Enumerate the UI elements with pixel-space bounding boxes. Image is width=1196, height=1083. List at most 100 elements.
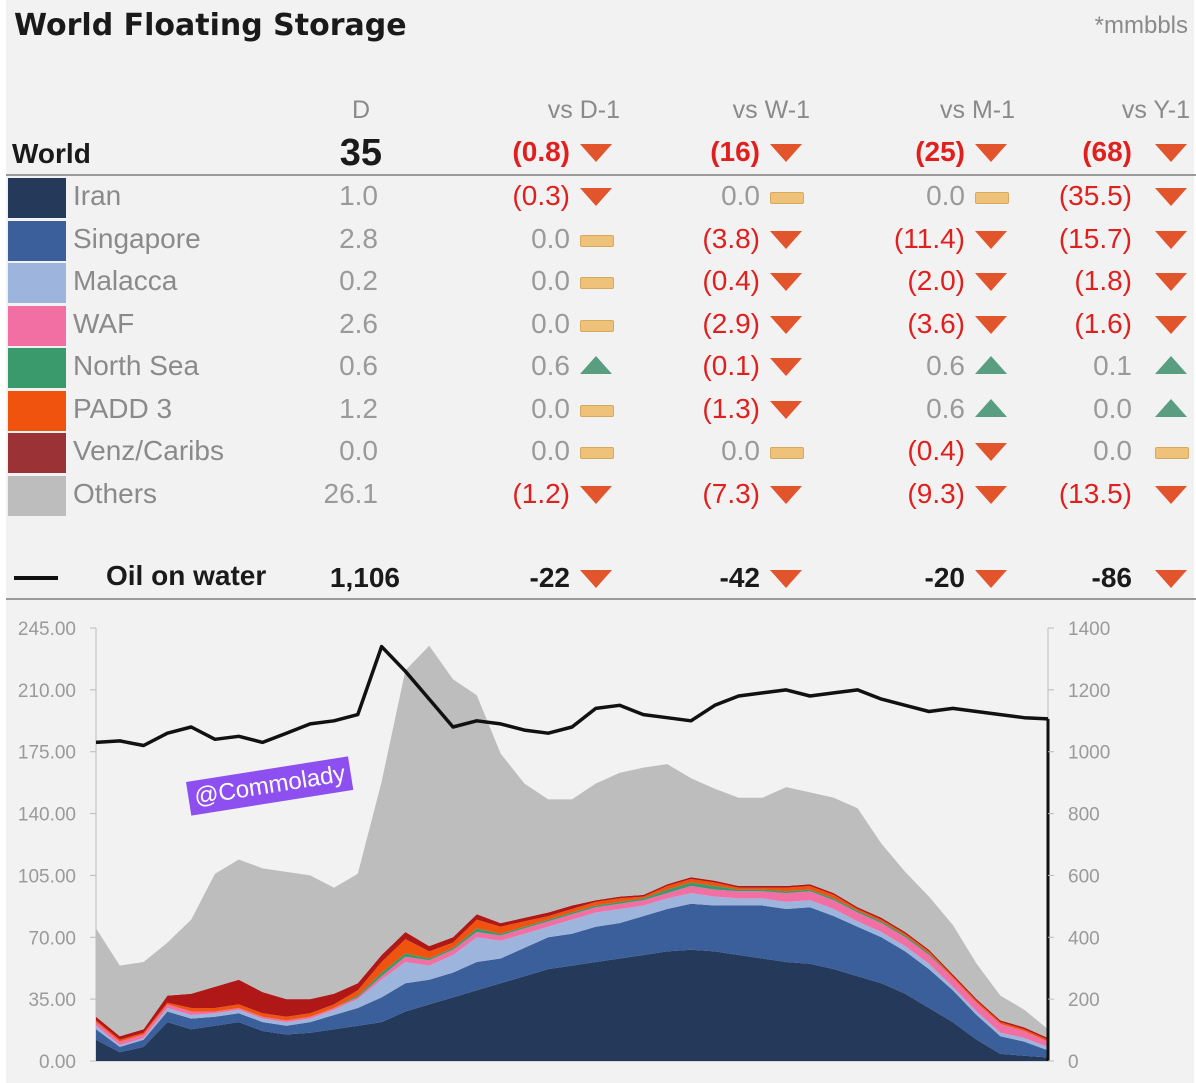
area-series-malacca: [96, 893, 1048, 1051]
region-change-3: (0.4): [907, 435, 965, 466]
legend-swatch: [8, 220, 66, 261]
flat-bar-icon: [580, 312, 614, 338]
region-daily-value: 2.6: [339, 307, 378, 339]
region-change-3: (11.4): [893, 222, 965, 254]
down-arrow-icon: [770, 482, 804, 508]
down-arrow-icon: [975, 312, 1009, 338]
down-arrow-icon: [770, 140, 804, 166]
region-change-1: 0.0: [531, 435, 570, 466]
down-arrow-icon: [580, 482, 614, 508]
unit-note: *mmbbls: [1094, 12, 1188, 39]
region-label: Iran: [73, 180, 122, 211]
world-change-4: (68): [1082, 136, 1132, 167]
region-change-2: (0.1): [702, 350, 760, 381]
region-change-4: (13.5): [1058, 477, 1132, 509]
region-change-4: (1.6): [1074, 307, 1132, 339]
column-header-d: D: [351, 96, 370, 124]
region-label: PADD 3: [73, 392, 173, 424]
flat-bar-icon: [580, 269, 614, 295]
y2-tick-label: 1000: [1068, 743, 1110, 764]
down-arrow-icon: [580, 140, 614, 166]
y-tick-label: 210.00: [18, 681, 76, 702]
down-arrow-icon: [580, 566, 614, 592]
floating-storage-chart: 0.00 35.00 70.00 105.00 140.00 175.00 210.00 24…: [18, 619, 1110, 1073]
region-change-3: (2.0): [907, 265, 965, 296]
flat-bar-icon: [1155, 439, 1189, 465]
down-arrow-icon: [975, 269, 1009, 295]
legend-swatch: [8, 263, 66, 303]
y2-tick-label: 1200: [1068, 681, 1110, 702]
region-change-2: 0.0: [721, 180, 760, 211]
down-arrow-icon: [1155, 269, 1189, 295]
oil-on-water-change-1: -22: [529, 562, 570, 593]
legend-swatch: [8, 178, 66, 218]
y-tick-label: 245.00: [18, 619, 76, 640]
region-label: Venz/Caribs: [73, 435, 224, 466]
down-arrow-icon: [1155, 140, 1189, 166]
up-arrow-icon: [580, 354, 614, 380]
area-series-others: [96, 645, 1048, 1038]
down-arrow-icon: [770, 566, 804, 592]
region-change-4: 0.0: [1093, 392, 1132, 424]
area-series-iran: [96, 949, 1048, 1061]
y-tick-label: 35.00: [28, 990, 76, 1011]
down-arrow-icon: [580, 184, 614, 210]
region-label: Others: [73, 477, 158, 509]
down-arrow-icon: [770, 269, 804, 295]
region-change-1: 0.0: [531, 222, 570, 254]
oil-on-water-change-4: -86: [1091, 562, 1132, 593]
world-change-3: (25): [915, 136, 965, 167]
column-header-vs-d-1: vs D-1: [547, 96, 620, 124]
down-arrow-icon: [975, 482, 1009, 508]
region-daily-value: 1.0: [339, 180, 378, 211]
column-header-vs-y-1: vs Y-1: [1121, 96, 1190, 124]
y2-tick-label: 200: [1068, 990, 1100, 1011]
region-change-2: (1.3): [702, 392, 760, 424]
down-arrow-icon: [770, 227, 804, 253]
region-change-3: (9.3): [907, 477, 965, 509]
up-arrow-icon: [1155, 397, 1189, 423]
column-header-vs-m-1: vs M-1: [940, 96, 1015, 124]
flat-bar-icon: [975, 184, 1009, 210]
down-arrow-icon: [1155, 566, 1189, 592]
region-change-1: 0.0: [531, 265, 570, 296]
down-arrow-icon: [770, 397, 804, 423]
region-daily-value: 0.2: [339, 265, 378, 296]
region-change-3: (3.6): [907, 307, 965, 339]
area-series-waf: [96, 886, 1048, 1047]
region-change-4: (1.8): [1074, 265, 1132, 296]
y-tick-label: 0.00: [39, 1052, 76, 1073]
y-tick-label: 140.00: [18, 805, 76, 826]
y2-tick-label: 400: [1068, 928, 1100, 949]
region-change-4: 0.0: [1093, 435, 1132, 466]
y-tick-label: 175.00: [18, 743, 76, 764]
region-label: North Sea: [73, 350, 200, 381]
region-daily-value: 2.8: [339, 222, 378, 254]
y2-tick-label: 1400: [1068, 619, 1110, 640]
legend-swatch: [8, 390, 66, 431]
legend-swatch: [8, 433, 66, 473]
legend-swatch: [8, 475, 66, 516]
world-change-2: (16): [710, 136, 760, 167]
region-daily-value: 26.1: [323, 477, 379, 509]
down-arrow-icon: [1155, 227, 1189, 253]
region-change-2: (7.3): [702, 477, 760, 509]
column-header-vs-w-1: vs W-1: [732, 96, 810, 124]
area-series-venz-caribs: [96, 877, 1048, 1040]
down-arrow-icon: [975, 227, 1009, 253]
region-label: WAF: [73, 307, 135, 339]
region-label: Malacca: [73, 265, 178, 296]
world-label: World: [12, 138, 91, 169]
down-arrow-icon: [1155, 312, 1189, 338]
flat-bar-icon: [770, 184, 804, 210]
area-series-singapore: [96, 903, 1048, 1058]
region-change-3: 0.6: [926, 392, 965, 424]
y2-tick-label: 0: [1068, 1052, 1079, 1073]
area-series-padd-3: [96, 879, 1048, 1042]
region-change-3: 0.0: [926, 180, 965, 211]
region-change-2: 0.0: [721, 435, 760, 466]
legend-swatch: [8, 348, 66, 388]
y-tick-label: 105.00: [18, 866, 76, 887]
flat-bar-icon: [770, 439, 804, 465]
region-change-1: 0.0: [531, 307, 570, 339]
